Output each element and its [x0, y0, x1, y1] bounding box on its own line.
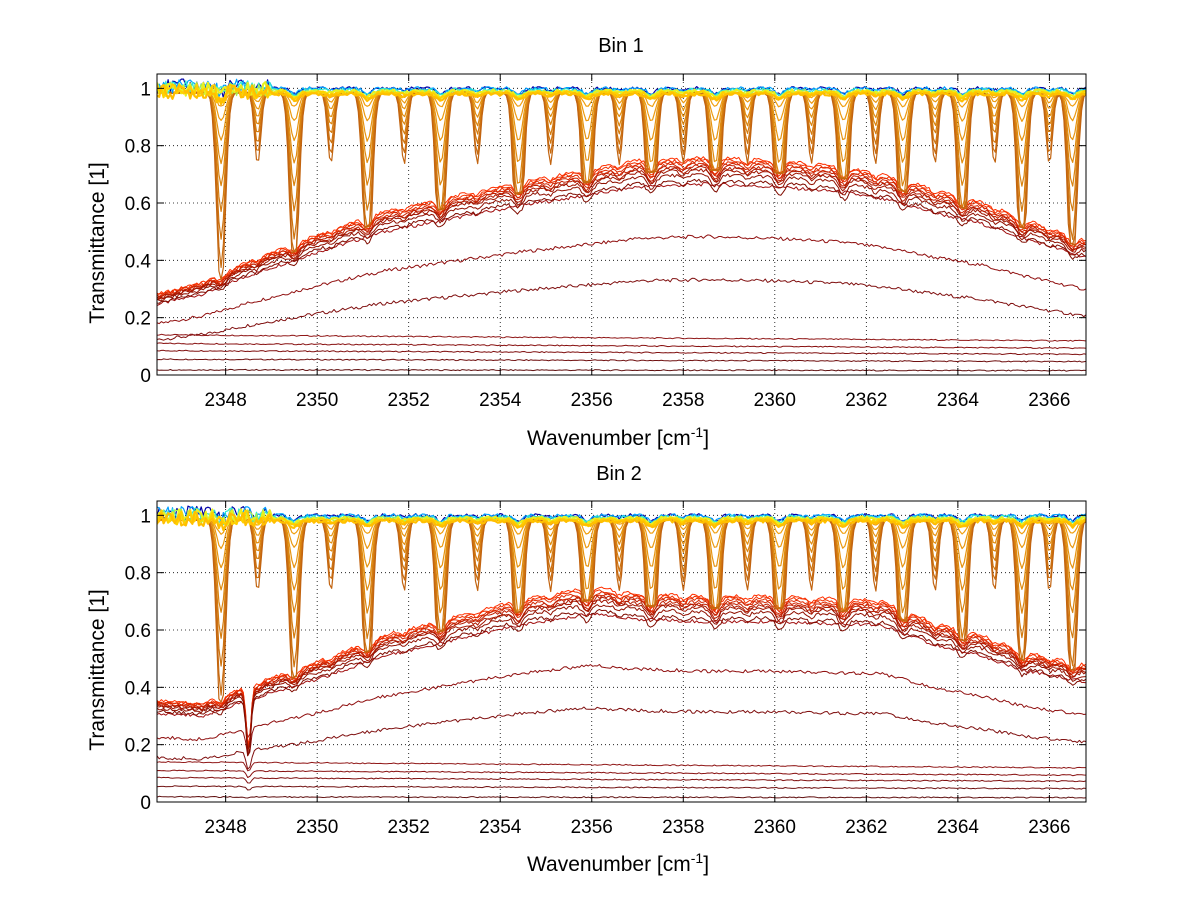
x-tick-label: 2360 [754, 817, 796, 838]
x-tick-label: 2352 [388, 817, 430, 838]
x-tick-label: 2352 [388, 390, 430, 411]
series-line-low [157, 795, 1086, 799]
plot-area: 2348 2350 2352 2354 2356 2358 2360 2362 2364 2366… [125, 500, 1087, 838]
series-line-unity [157, 80, 1086, 98]
x-tick-label: 2358 [662, 817, 704, 838]
y-tick-label: 0.4 [125, 678, 152, 699]
x-tick-label: 2356 [571, 817, 613, 838]
y-tick-label: 0.8 [125, 137, 151, 158]
series-line-band [157, 178, 1086, 304]
series-lines [157, 78, 1086, 372]
x-tick-label: 2364 [937, 390, 980, 411]
series-line-low [157, 342, 1086, 350]
x-axis-label-main: Wavenumber [cm [527, 427, 691, 450]
series-line-low [157, 664, 1086, 757]
y-tick-label: 1 [140, 79, 151, 100]
y-tick-label: 0 [140, 793, 151, 814]
series-line-low [157, 785, 1086, 791]
x-tick-label: 2356 [571, 390, 613, 411]
y-tick-label: 0.8 [125, 564, 151, 585]
x-tick-label: 2354 [479, 817, 522, 838]
series-line-band [157, 159, 1086, 298]
plot-area: 2348 2350 2352 2354 2356 2358 2360 2362 2364 2366… [125, 73, 1087, 411]
x-tick-label: 2350 [296, 390, 338, 411]
series-line-low [157, 769, 1086, 778]
x-tick-label: 2362 [845, 390, 887, 411]
series-line-low [157, 760, 1086, 772]
series-line-low [157, 358, 1086, 363]
x-axis-label-close: ] [703, 427, 709, 450]
x-axis-label: Wavenumber [cm-1] [527, 850, 709, 876]
series-line-unity [157, 510, 1086, 532]
y-tick-label: 0.6 [125, 621, 151, 642]
x-tick-label: 2348 [205, 817, 247, 838]
x-tick-label: 2362 [845, 817, 887, 838]
y-tick-label: 0.2 [125, 309, 151, 330]
chart-bin-2: Bin 2 Transmittance [1] Wavenumber [cm-1… [86, 463, 1087, 876]
x-axis-label-exponent: -1 [691, 850, 704, 866]
axes-box [156, 500, 1087, 803]
y-axis-label: Transmittance [1] [86, 162, 109, 323]
y-tick-label: 0.6 [125, 194, 151, 215]
series-line-band [157, 173, 1086, 301]
x-axis-label: Wavenumber [cm-1] [527, 424, 709, 450]
series-line-band [157, 604, 1086, 756]
series-line-unity [157, 83, 1086, 106]
axes-box [156, 73, 1087, 376]
x-tick-label: 2366 [1028, 817, 1070, 838]
series-line-band [157, 599, 1086, 753]
y-tick-label: 0.2 [125, 736, 151, 757]
x-axis-label-exponent: -1 [691, 424, 704, 440]
x-axis-label-close: ] [703, 853, 709, 876]
x-tick-label: 2358 [662, 390, 704, 411]
series-line-unity [157, 506, 1086, 525]
series-line-band [157, 596, 1086, 751]
ticks: 2348 2350 2352 2354 2356 2358 2360 2362 2364 2366… [125, 501, 1086, 838]
chart-title: Bin 2 [596, 463, 642, 485]
series-line-low [157, 776, 1086, 784]
series-line-band [157, 593, 1086, 748]
series-line-low [157, 333, 1086, 342]
series-line-low [157, 368, 1086, 372]
x-tick-label: 2354 [479, 390, 522, 411]
x-tick-label: 2366 [1028, 390, 1070, 411]
x-tick-label: 2350 [296, 817, 338, 838]
series-line-low [157, 706, 1086, 770]
y-tick-label: 0 [140, 366, 151, 387]
y-tick-label: 0.4 [125, 251, 152, 272]
series-line-band [157, 164, 1086, 300]
series-line-band [157, 157, 1086, 296]
x-tick-label: 2348 [205, 390, 247, 411]
ticks: 2348 2350 2352 2354 2356 2358 2360 2362 2364 2366… [125, 74, 1086, 411]
x-tick-label: 2360 [754, 390, 796, 411]
x-axis-label-main: Wavenumber [cm [527, 853, 691, 876]
series-line-low [157, 234, 1086, 325]
series-line-low [157, 349, 1086, 356]
x-tick-label: 2364 [937, 817, 980, 838]
series-line-band [157, 586, 1086, 745]
series-lines [157, 505, 1086, 799]
series-line-band [157, 168, 1086, 300]
chart-title: Bin 1 [598, 35, 644, 57]
y-tick-label: 1 [140, 506, 151, 527]
series-line-band [157, 608, 1086, 757]
series-line-low [157, 277, 1086, 341]
chart-bin-1: Bin 1 Transmittance [1] Wavenumber [cm-1… [86, 35, 1087, 450]
y-axis-label: Transmittance [1] [86, 589, 109, 750]
